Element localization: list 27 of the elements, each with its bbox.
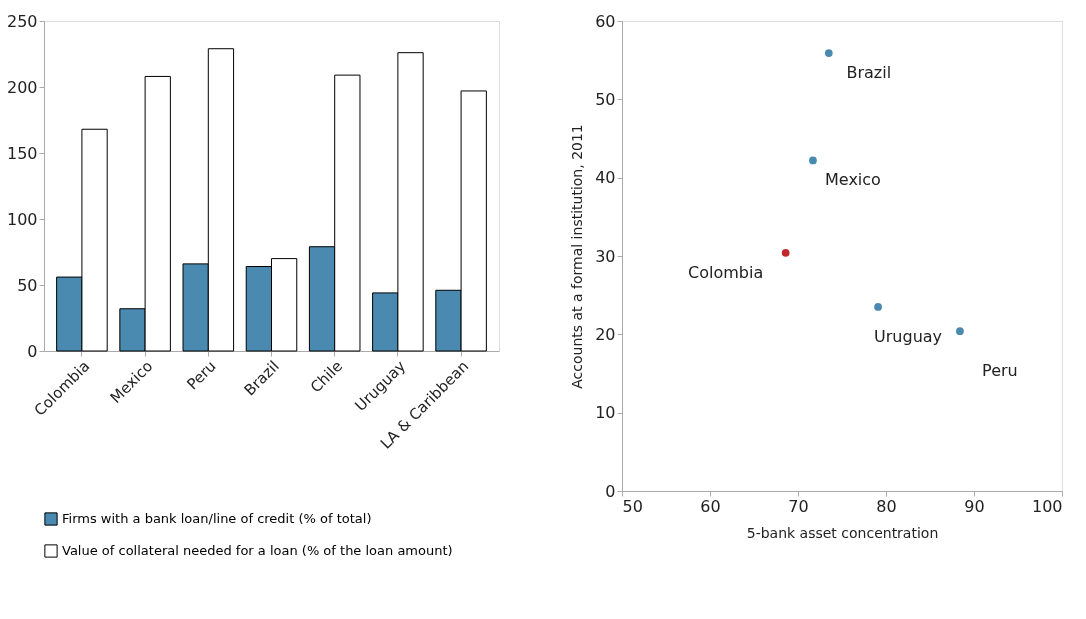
x-tick-label: 90 <box>964 496 985 516</box>
legend-label: Value of collateral needed for a loan (% of the loan amount) <box>62 543 453 558</box>
y-tick-label: 60 <box>595 11 616 31</box>
y-tick-label: 20 <box>595 324 616 344</box>
annotation: Colombia <box>688 262 764 282</box>
y-tick-label: 50 <box>595 89 616 109</box>
annotation: Uruguay <box>874 326 943 346</box>
y-tick-label: 200 <box>6 77 38 97</box>
legend-label: Firms with a bank loan/line of credit (% of total) <box>62 511 372 526</box>
y-tick-label: 0 <box>27 341 38 361</box>
y-tick-label: 250 <box>6 11 38 31</box>
x-tick-label: 70 <box>788 496 809 516</box>
x-axis-title: 5-bank asset concentration <box>746 524 939 541</box>
y-axis-title: Accounts at a formal institution, 2011 <box>569 124 586 389</box>
x-tick-label: 50 <box>622 496 643 516</box>
y-tick-label: 40 <box>595 168 616 188</box>
y-tick-label: 150 <box>6 143 38 163</box>
x-tick-label: 60 <box>700 496 721 516</box>
annotation: Mexico <box>825 170 881 190</box>
annotation: Brazil <box>846 63 892 83</box>
y-tick-label: 100 <box>6 209 38 229</box>
y-tick-label: 50 <box>17 275 38 295</box>
y-tick-label: 0 <box>605 481 616 501</box>
y-tick-label: 10 <box>595 403 616 423</box>
x-tick-label: 80 <box>876 496 897 516</box>
x-tick-label: 100 <box>1031 496 1063 516</box>
y-tick-label: 30 <box>595 246 616 266</box>
